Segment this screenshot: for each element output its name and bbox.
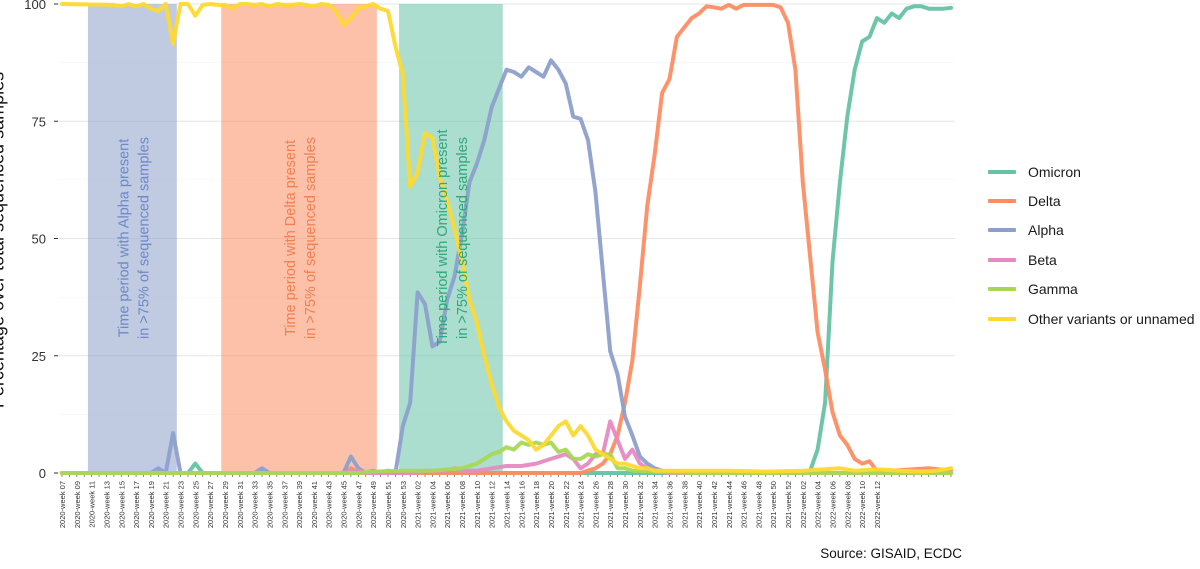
x-tick-label: 2020-week 49 xyxy=(369,481,378,528)
x-tick-label: 2021-week 30 xyxy=(621,481,630,528)
series-line-beta xyxy=(60,419,953,475)
x-tick-label: 2021-week 24 xyxy=(577,481,586,528)
x-tick-label: 2021-week 28 xyxy=(606,481,615,528)
x-tick-label: 2021-week 08 xyxy=(458,481,467,528)
x-tick-label: 2021-week 32 xyxy=(636,481,645,528)
x-tick-label: 2021-week 02 xyxy=(414,481,423,528)
y-tick-label: 50 xyxy=(32,232,46,247)
y-axis-title: Percentage over total sequenced samples xyxy=(0,71,8,409)
legend-item: Delta xyxy=(988,186,1195,215)
legend-label: Omicron xyxy=(1028,163,1081,180)
x-tick-label: 2020-week 09 xyxy=(73,481,82,528)
x-tick-label: 2020-week 41 xyxy=(310,481,319,528)
x-tick-label: 2022-week 04 xyxy=(814,481,823,528)
series-line-alpha xyxy=(60,58,953,475)
x-tick-label: 2022-week 12 xyxy=(873,481,882,528)
x-tick-label: 2020-week 39 xyxy=(295,481,304,528)
x-tick-label: 2020-week 19 xyxy=(147,481,156,528)
shaded-period-label: Time period with Omicron present in >75% … xyxy=(435,129,471,346)
x-tick-label: 2022-week 10 xyxy=(858,481,867,528)
x-tick-label: 2021-week 44 xyxy=(725,481,734,528)
x-tick-label: 2021-week 12 xyxy=(488,481,497,528)
x-tick-label: 2020-week 53 xyxy=(399,481,408,528)
series-line-other-variants-or-unnamed xyxy=(60,2,953,474)
legend-item: Other variants or unnamed xyxy=(988,304,1195,333)
x-tick-label: 2022-week 02 xyxy=(799,481,808,528)
shaded-period-0 xyxy=(87,4,177,473)
x-tick-label: 2021-week 06 xyxy=(443,481,452,528)
legend-label: Delta xyxy=(1028,193,1061,210)
x-tick-label: 2020-week 23 xyxy=(177,481,186,528)
x-tick-label: 2022-week 08 xyxy=(843,481,852,528)
x-tick-label: 2021-week 18 xyxy=(532,481,541,528)
x-tick-label: 2021-week 36 xyxy=(665,481,674,528)
x-tick-label: 2020-week 51 xyxy=(384,481,393,528)
shaded-period-1 xyxy=(221,4,377,473)
x-tick-label: 2020-week 33 xyxy=(251,481,260,528)
legend-item: Omicron xyxy=(988,157,1195,186)
x-tick-label: 2022-week 06 xyxy=(828,481,837,528)
x-tick-label: 2020-week 07 xyxy=(58,481,67,528)
legend-label: Other variants or unnamed xyxy=(1028,310,1195,327)
y-tick-label: 25 xyxy=(32,349,46,364)
x-tick-label: 2020-week 15 xyxy=(117,481,126,528)
x-tick-label: 2021-week 52 xyxy=(784,481,793,528)
legend-swatch xyxy=(988,287,1016,292)
legend-swatch xyxy=(988,228,1016,233)
legend-swatch xyxy=(988,316,1016,321)
x-tick-label: 2021-week 46 xyxy=(740,481,749,528)
series-line-omicron xyxy=(60,4,953,475)
legend-swatch xyxy=(988,169,1016,174)
x-tick-label: 2021-week 04 xyxy=(428,481,437,528)
shaded-period-label: Time period with Alpha present in >75% of… xyxy=(116,137,152,339)
x-tick-label: 2021-week 16 xyxy=(517,481,526,528)
y-tick-label: 0 xyxy=(39,466,46,481)
x-tick-label: 2020-week 45 xyxy=(340,481,349,528)
x-tick-label: 2020-week 35 xyxy=(265,481,274,528)
x-tick-label: 2020-week 29 xyxy=(221,481,230,528)
x-tick-label: 2021-week 22 xyxy=(562,481,571,528)
x-tick-label: 2020-week 27 xyxy=(206,481,215,528)
x-tick-label: 2021-week 50 xyxy=(769,481,778,528)
shaded-period-2 xyxy=(399,4,503,473)
x-tick-label: 2021-week 34 xyxy=(651,481,660,528)
x-tick-label: 2021-week 40 xyxy=(695,481,704,528)
source-note: Source: GISAID, ECDC xyxy=(820,546,962,561)
legend-label: Beta xyxy=(1028,251,1057,268)
x-tick-label: 2021-week 26 xyxy=(591,481,600,528)
legend-swatch xyxy=(988,199,1016,204)
y-tick-label: 75 xyxy=(32,114,46,129)
y-tick-label: 100 xyxy=(24,0,46,12)
x-tick-label: 2021-week 48 xyxy=(754,481,763,528)
legend-label: Alpha xyxy=(1028,222,1064,239)
x-tick-label: 2021-week 38 xyxy=(680,481,689,528)
x-tick-label: 2021-week 42 xyxy=(710,481,719,528)
x-tick-label: 2020-week 21 xyxy=(162,481,171,528)
legend-item: Gamma xyxy=(988,275,1195,304)
legend: Omicron Delta Alpha Beta Gamma Other variants… xyxy=(988,157,1195,333)
x-tick-label: 2020-week 25 xyxy=(191,481,200,528)
shaded-period-label: Time period with Delta present in >75% of… xyxy=(283,137,319,339)
x-tick-label: 2020-week 43 xyxy=(325,481,334,528)
legend-item: Beta xyxy=(988,245,1195,274)
x-tick-label: 2020-week 47 xyxy=(354,481,363,528)
x-tick-label: 2020-week 11 xyxy=(88,481,97,528)
legend-item: Alpha xyxy=(988,216,1195,245)
x-tick-label: 2020-week 17 xyxy=(132,481,141,528)
legend-swatch xyxy=(988,257,1016,262)
legend-label: Gamma xyxy=(1028,281,1078,298)
x-tick-label: 2020-week 31 xyxy=(236,481,245,528)
x-tick-label: 2021-week 10 xyxy=(473,481,482,528)
x-tick-label: 2021-week 20 xyxy=(547,481,556,528)
x-tick-label: 2021-week 14 xyxy=(503,481,512,528)
x-tick-label: 2020-week 37 xyxy=(280,481,289,528)
x-tick-label: 2020-week 13 xyxy=(102,481,111,528)
